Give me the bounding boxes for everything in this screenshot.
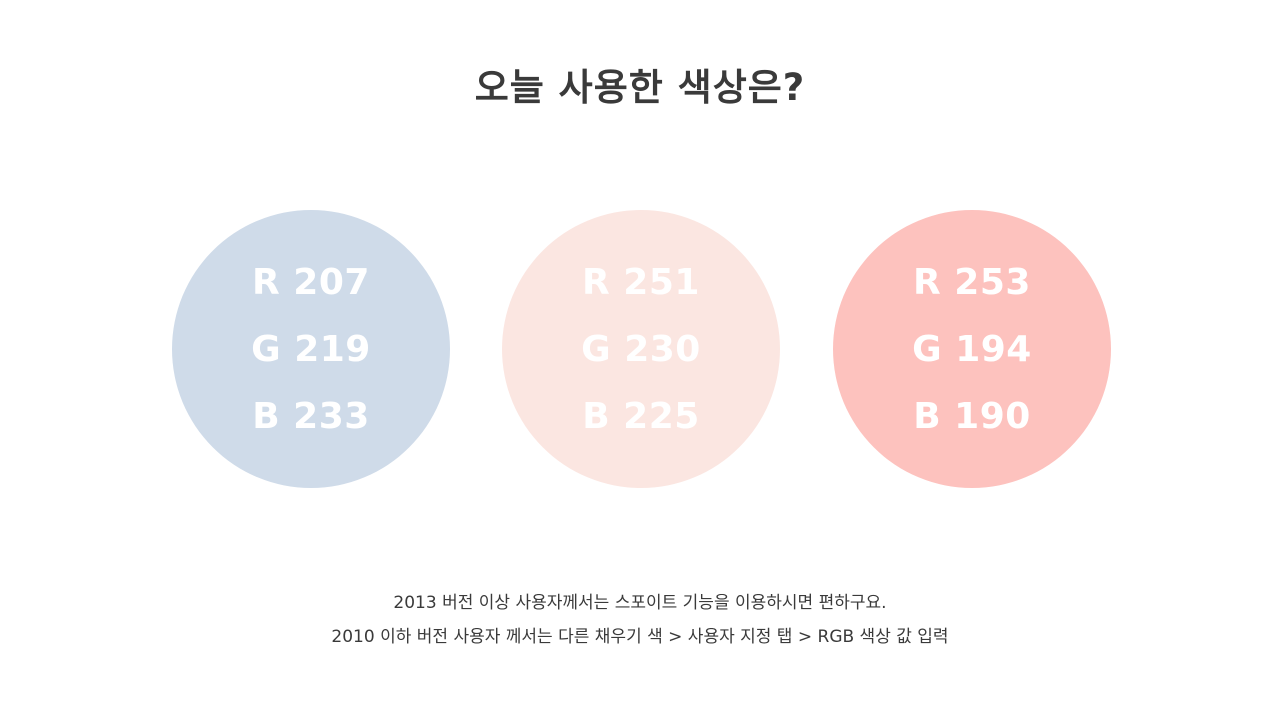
blue-value: B 233 (252, 395, 370, 437)
blue-value: B 225 (582, 395, 700, 437)
red-value: R 251 (582, 261, 700, 303)
red-value: R 253 (913, 261, 1031, 303)
green-value: G 219 (251, 328, 371, 370)
instruction-line-1: 2013 버전 이상 사용자께서는 스포이트 기능을 이용하시면 편하구요. (393, 593, 887, 613)
red-value: R 207 (252, 261, 370, 303)
instruction-line-2: 2010 이하 버전 사용자 께서는 다른 채우기 색 > 사용자 지정 탭 >… (331, 627, 949, 647)
page-title: 오늘 사용한 색상은? (474, 66, 806, 109)
color-swatch-1: R 207 G 219 B 233 (172, 210, 450, 488)
instructions: 2013 버전 이상 사용자께서는 스포이트 기능을 이용하시면 편하구요. 2… (0, 586, 1280, 654)
green-value: G 194 (912, 328, 1032, 370)
color-swatch-3: R 253 G 194 B 190 (833, 210, 1111, 488)
blue-value: B 190 (913, 395, 1031, 437)
green-value: G 230 (581, 328, 701, 370)
color-swatch-2: R 251 G 230 B 225 (502, 210, 780, 488)
